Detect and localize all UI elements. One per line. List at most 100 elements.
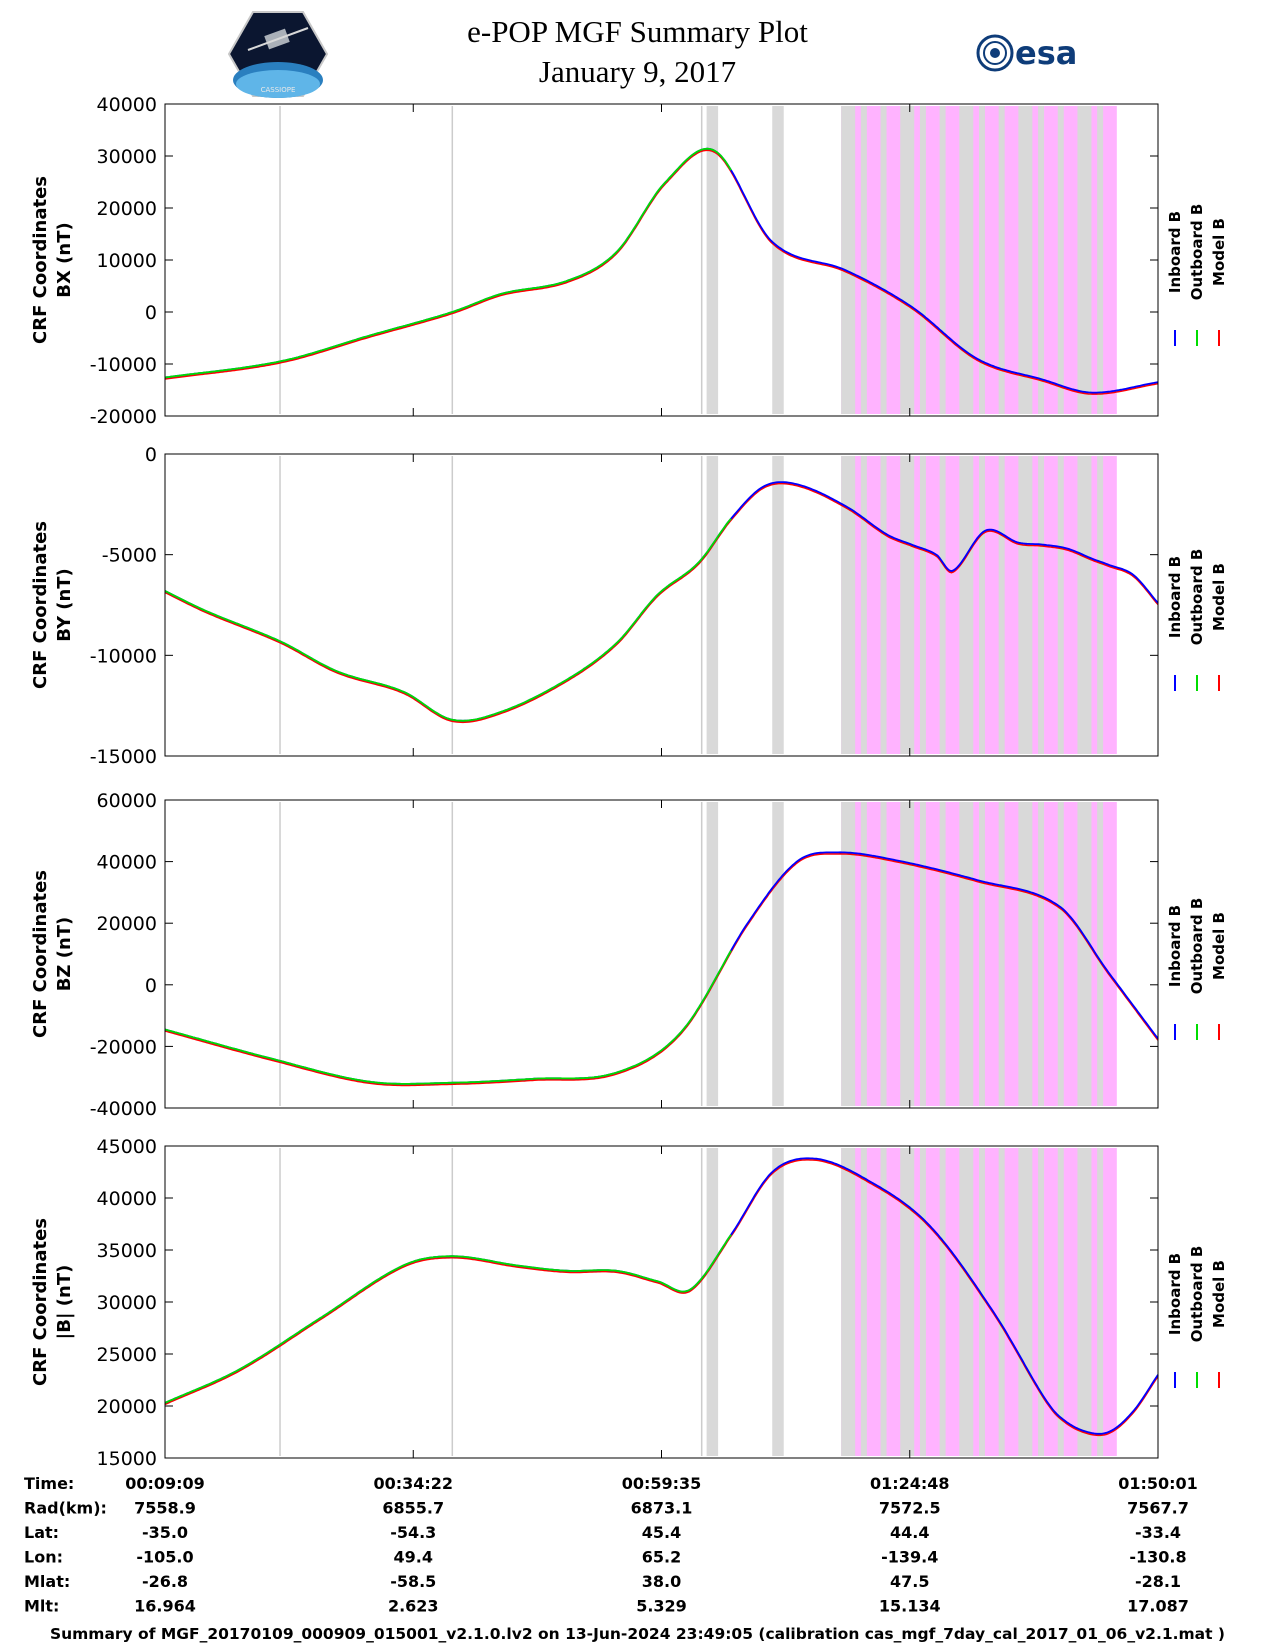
ephemeris-value: -28.1 (1135, 1572, 1181, 1591)
ephemeris-row-label: Mlat: (24, 1572, 70, 1591)
ephemeris-value: 00:09:09 (125, 1474, 205, 1493)
ephemeris-value: 16.964 (134, 1597, 196, 1616)
panel-bx-gray-stripe (998, 106, 1005, 414)
ephemeris-value: 44.4 (890, 1523, 929, 1542)
panel-b-gray-stripe (939, 1148, 946, 1456)
panel-bx-gray-stripe (919, 106, 926, 414)
ephemeris-value: 01:24:48 (870, 1474, 950, 1493)
panel-b-gray-band (772, 1148, 784, 1456)
panel-b-legend-label: Outboard B (1188, 1246, 1206, 1343)
panel-bz-gray-stripe (919, 802, 926, 1106)
footer-caption: Summary of MGF_20170109_000909_015001_v2… (49, 1625, 1226, 1643)
ephemeris-value: -139.4 (881, 1548, 938, 1567)
panel-b-gray-stripe (841, 1148, 856, 1456)
panel-by-gray-stripe (860, 456, 867, 754)
ephemeris-value: 15.134 (879, 1597, 941, 1616)
ephemeris-value: 2.623 (388, 1597, 439, 1616)
panel-bz-gray-band (772, 802, 784, 1106)
ephemeris-value: -26.8 (142, 1572, 188, 1591)
ephemeris-value: -130.8 (1129, 1548, 1186, 1567)
panel-by-legend-label: Outboard B (1188, 549, 1206, 646)
panel-by-gray-stripe (978, 456, 985, 754)
panel-bz-model-line (164, 852, 1159, 1087)
ephemeris-value: 00:34:22 (373, 1474, 453, 1493)
ephemeris-value: 5.329 (636, 1597, 687, 1616)
panel-by-ytick-label: -5000 (102, 545, 157, 567)
panel-by-gray-stripe (939, 456, 946, 754)
panel-bx-gray-band (706, 106, 719, 414)
ephemeris-value: 6855.7 (382, 1499, 444, 1518)
panel-bz-ytick-label: -40000 (90, 1098, 157, 1120)
panel-b-gray-stripe (998, 1148, 1005, 1456)
ephemeris-value: 7572.5 (879, 1499, 941, 1518)
panel-bx-ytick-label: 20000 (97, 198, 157, 220)
panel-bz-gray-stripe (860, 802, 867, 1106)
panel-by-gray-stripe (959, 456, 974, 754)
panel-bz-legend-label: Inboard B (1166, 905, 1184, 987)
panel-b-ylabel-line: |B| (nT) (54, 1265, 75, 1340)
panel-bz-gray-stripe (959, 802, 974, 1106)
ephemeris-value: 47.5 (890, 1572, 929, 1591)
panel-by-gray-stripe (880, 456, 887, 754)
panel-bx-gray-stripe (959, 106, 974, 414)
panel-bx-gray-stripe (1018, 106, 1033, 414)
panel-by-gray-band (772, 456, 784, 754)
panel-b-legend-text: Outboard B (1188, 1246, 1206, 1343)
panel-by-gray-band (706, 456, 719, 754)
ephemeris-value: 7567.7 (1127, 1499, 1189, 1518)
panel-bz-gray-stripe (1038, 802, 1045, 1106)
chart-date: January 9, 2017 (538, 54, 737, 89)
panel-bz-gray-stripe (998, 802, 1005, 1106)
panel-b-ytick-label: 40000 (97, 1188, 157, 1210)
panel-bz-gray-stripe (1077, 802, 1092, 1106)
panel-by-outboard-line (164, 518, 732, 722)
panel-bx-ylabel-line: CRF Coordinates (30, 176, 51, 344)
panel-bx-gray-band (772, 106, 784, 414)
panel-bx-legend-label: Inboard B (1166, 211, 1184, 293)
panel-bx-model-line (164, 149, 1159, 395)
panel-bz-ytick-label: -20000 (90, 1036, 157, 1058)
ephemeris-value: -35.0 (142, 1523, 188, 1542)
panel-b-ytick-label: 30000 (97, 1292, 157, 1314)
panel-bx-outboard-line (164, 147, 732, 379)
panel-bx-ytick-label: 10000 (97, 250, 157, 272)
panel-b-ytick-label: 20000 (97, 1396, 157, 1418)
svg-text:CASSIOPE: CASSIOPE (261, 86, 296, 94)
panel-bx-gray-stripe (978, 106, 985, 414)
panel-by-gray-stripe (1077, 456, 1092, 754)
panel-b-ytick-label: 45000 (97, 1136, 157, 1158)
ephemeris-value: -58.5 (390, 1572, 436, 1591)
panel-b-ytick-label: 35000 (97, 1240, 157, 1262)
panel-b-gray-stripe (1038, 1148, 1045, 1456)
ephemeris-value: 17.087 (1127, 1597, 1189, 1616)
panel-bz-ylabel-line: BZ (nT) (54, 917, 75, 992)
ephemeris-row-label: Time: (24, 1474, 74, 1493)
panel-bz-gray-stripe (841, 802, 856, 1106)
panel-bx-legend-text: Model B (1210, 218, 1228, 286)
panel-bz-legend-label: Model B (1210, 912, 1228, 980)
panel-by-gray-stripe (998, 456, 1005, 754)
ephemeris-value: -105.0 (136, 1548, 193, 1567)
panel-bx-gray-stripe (880, 106, 887, 414)
ephemeris-row-label: Lon: (24, 1548, 63, 1567)
panel-b-legend-text: Model B (1210, 1260, 1228, 1328)
panel-by-legend-text: Model B (1210, 563, 1228, 631)
panel-bx-legend-text: Outboard B (1188, 204, 1206, 301)
ephemeris-value: -54.3 (390, 1523, 436, 1542)
panel-bz-ylabel-line: CRF Coordinates (30, 870, 51, 1038)
panel-bx-legend-label: Model B (1210, 218, 1228, 286)
panel-bx-gray-stripe (1077, 106, 1092, 414)
ephemeris-row-label: Rad(km): (24, 1499, 107, 1518)
panel-b-legend-label: Inboard B (1166, 1253, 1184, 1335)
panel-by-ylabel: CRF Coordinates BY (nT) (30, 521, 75, 689)
panel-by-gray-stripe (1057, 456, 1064, 754)
panel-b-gray-stripe (1057, 1148, 1064, 1456)
panel-bx-gray-stripe (939, 106, 946, 414)
panel-bx-ytick-label: 40000 (97, 94, 157, 116)
panel-by-ytick-label: -10000 (90, 645, 157, 667)
panel-bx-gray-stripe (1097, 106, 1104, 414)
panel-b-gray-stripe (900, 1148, 915, 1456)
panel-bz-ytick-label: 40000 (97, 852, 157, 874)
panel-b-gray-stripe (880, 1148, 887, 1456)
